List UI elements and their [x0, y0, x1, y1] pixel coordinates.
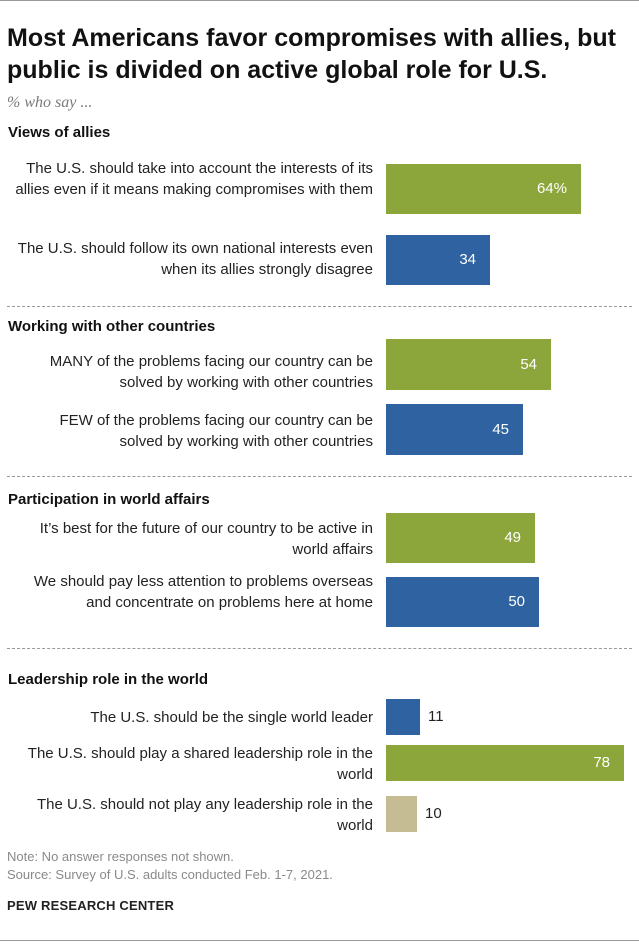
- bar-value-label: 50: [508, 593, 525, 610]
- bar-value-label: 78: [593, 754, 610, 771]
- top-rule: [0, 0, 639, 1]
- section-divider: [7, 648, 632, 649]
- section-divider: [7, 306, 632, 307]
- bar: [386, 404, 523, 455]
- bar-value-label: 45: [492, 420, 509, 438]
- bar-label: FEW of the problems facing our country c…: [59, 412, 373, 450]
- section-heading: Leadership role in the world: [8, 671, 209, 688]
- bar-value-label: 49: [504, 529, 521, 546]
- bar-value-label: 10: [425, 805, 442, 822]
- bar: [386, 699, 420, 735]
- bar: [386, 235, 490, 285]
- bar-label: The U.S. should not play any leadership …: [36, 796, 373, 834]
- bar: [386, 745, 624, 781]
- bar-label: MANY of the problems facing our country …: [49, 353, 373, 391]
- section-heading: Participation in world affairs: [8, 491, 210, 508]
- bar-label: The U.S. should follow its own national …: [17, 240, 373, 278]
- note-text: Note: No answer responses not shown.: [7, 849, 234, 864]
- bar-label: The U.S. should take into account the in…: [15, 160, 373, 198]
- bar-label: The U.S. should be the single world lead…: [90, 709, 373, 726]
- bar: [386, 796, 417, 832]
- section-heading: Views of allies: [8, 124, 111, 141]
- bar: [386, 513, 535, 563]
- bar-label: It’s best for the future of our country …: [39, 520, 373, 558]
- bar-label: The U.S. should play a shared leadership…: [27, 745, 373, 783]
- source-text: Source: Survey of U.S. adults conducted …: [7, 867, 333, 882]
- section-heading: Working with other countries: [8, 318, 216, 335]
- bar: [386, 339, 551, 390]
- chart-subtitle: % who say ...: [7, 94, 93, 111]
- bar-value-label: 64%: [536, 180, 567, 197]
- section-divider: [7, 476, 632, 477]
- bar-value-label: 34: [459, 251, 476, 268]
- bar-label: We should pay less attention to problems…: [33, 573, 373, 611]
- bar-value-label: 11: [428, 708, 444, 725]
- bar-value-label: 54: [520, 355, 537, 373]
- bottom-rule: [0, 940, 639, 941]
- chart-title: Most Americans favor compromises with al…: [7, 24, 616, 84]
- brand-logo-text: PEW RESEARCH CENTER: [7, 898, 175, 913]
- bar: [386, 164, 581, 214]
- bar: [386, 577, 539, 627]
